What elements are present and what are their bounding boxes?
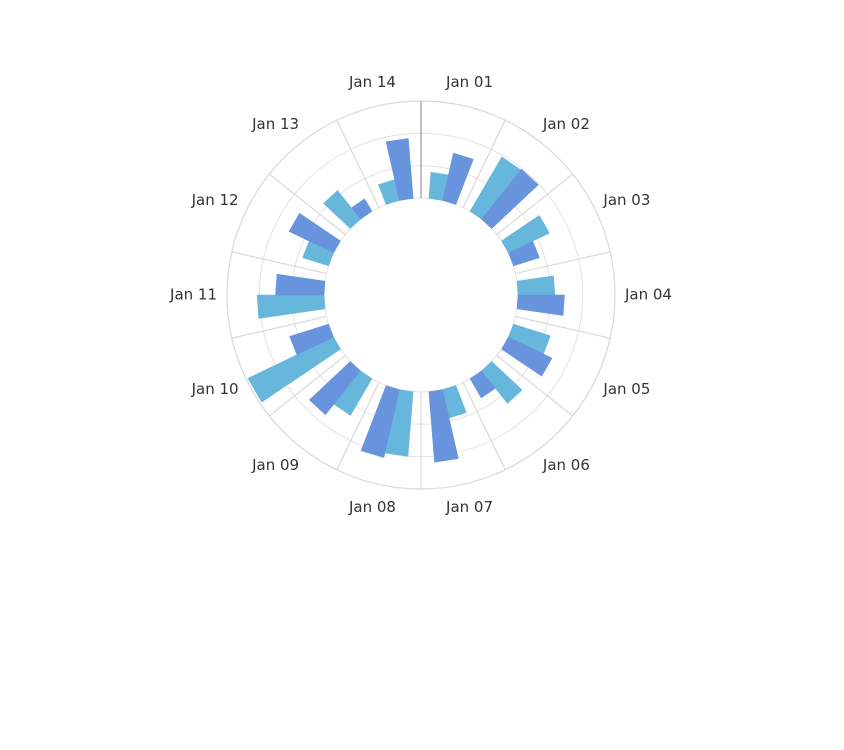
category-label: Jan 06 xyxy=(542,456,590,474)
category-label: Jan 04 xyxy=(624,286,672,304)
grid-spoke xyxy=(268,355,346,417)
grid-spoke xyxy=(268,173,346,235)
bar-series-2-6[interactable] xyxy=(469,370,496,399)
grid-spoke xyxy=(496,355,574,417)
category-label: Jan 14 xyxy=(348,73,396,91)
category-label: Jan 01 xyxy=(445,73,493,91)
bar-series-2-4[interactable] xyxy=(516,294,565,316)
bar-series-2-10[interactable] xyxy=(289,323,334,356)
bar-series-2-11[interactable] xyxy=(275,273,326,296)
bar-series-2-7[interactable] xyxy=(428,389,459,463)
bar-series-2-14[interactable] xyxy=(385,138,414,201)
bar-series-2-8[interactable] xyxy=(360,385,400,458)
grid-spoke xyxy=(336,119,380,208)
category-label: Jan 13 xyxy=(251,115,299,133)
grid-spoke xyxy=(231,315,327,339)
category-label: Jan 05 xyxy=(602,380,650,398)
category-labels: Jan 01 Jan 02 Jan 03 Jan 04 Jan 05 Jan 06 Jan … xyxy=(169,73,672,516)
bar-series-1-11[interactable] xyxy=(256,294,326,319)
bar-series-1-13[interactable] xyxy=(323,189,361,229)
grid-spoke xyxy=(496,173,574,235)
category-label: Jan 10 xyxy=(191,380,239,398)
category-label: Jan 11 xyxy=(169,286,217,304)
category-label: Jan 07 xyxy=(445,498,493,516)
bar-series-1-6[interactable] xyxy=(481,361,523,404)
grid-spoke xyxy=(231,251,327,275)
bar-series-2-5[interactable] xyxy=(501,336,553,377)
grid-spoke xyxy=(462,119,506,208)
bar-series-1-4[interactable] xyxy=(516,275,556,296)
bar-series-2-13[interactable] xyxy=(351,198,373,220)
bar-series-1-10[interactable] xyxy=(247,336,341,403)
bar-series-2-3[interactable] xyxy=(508,240,540,267)
bar-series-2-12[interactable] xyxy=(288,212,341,254)
grid-spoke xyxy=(515,251,611,275)
category-label: Jan 12 xyxy=(191,191,239,209)
bar-series-2-9[interactable] xyxy=(308,361,361,416)
grid-circle xyxy=(323,197,519,393)
category-label: Jan 02 xyxy=(542,115,590,133)
bar-series-2-2[interactable] xyxy=(481,168,539,229)
bar-series-2-1[interactable] xyxy=(442,152,474,205)
category-label: Jan 08 xyxy=(348,498,396,516)
grid-spoke xyxy=(515,315,611,339)
bar-series-1-3[interactable] xyxy=(501,215,550,254)
bars xyxy=(247,138,565,463)
category-label: Jan 03 xyxy=(602,191,650,209)
grid-spoke xyxy=(336,382,380,471)
polar-grid xyxy=(226,100,616,490)
category-label: Jan 09 xyxy=(251,456,299,474)
grid-spoke xyxy=(462,382,506,471)
